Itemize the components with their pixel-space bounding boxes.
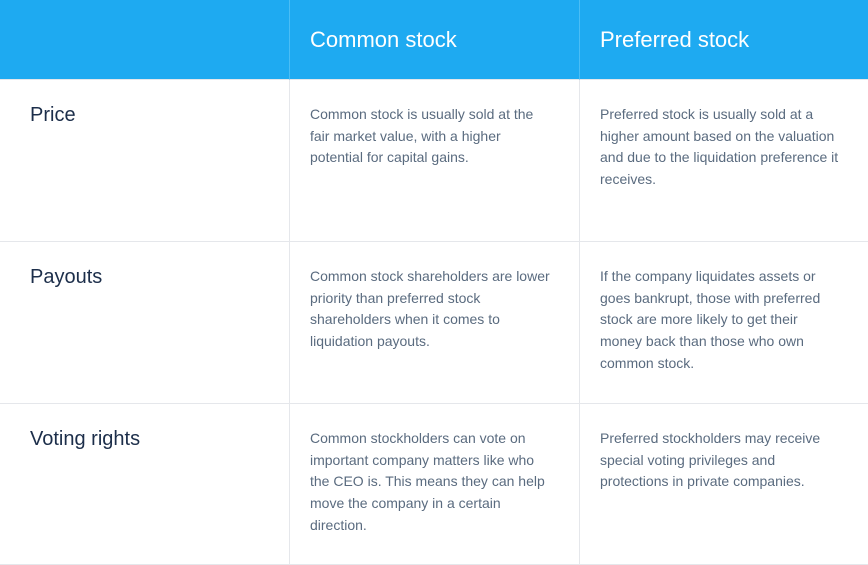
cell-voting-preferred: Preferred stockholders may receive speci…	[580, 404, 868, 565]
row-label-voting: Voting rights	[0, 404, 290, 565]
cell-payouts-preferred: If the company liquidates assets or goes…	[580, 242, 868, 404]
cell-payouts-common: Common stock shareholders are lower prio…	[290, 242, 580, 404]
cell-price-common: Common stock is usually sold at the fair…	[290, 80, 580, 242]
table-header-common: Common stock	[290, 0, 580, 80]
row-label-payouts: Payouts	[0, 242, 290, 404]
table-header-empty	[0, 0, 290, 80]
cell-price-preferred: Preferred stock is usually sold at a hig…	[580, 80, 868, 242]
row-label-price: Price	[0, 80, 290, 242]
table-header-preferred: Preferred stock	[580, 0, 868, 80]
comparison-table: Common stock Preferred stock Price Commo…	[0, 0, 868, 565]
cell-voting-common: Common stockholders can vote on importan…	[290, 404, 580, 565]
